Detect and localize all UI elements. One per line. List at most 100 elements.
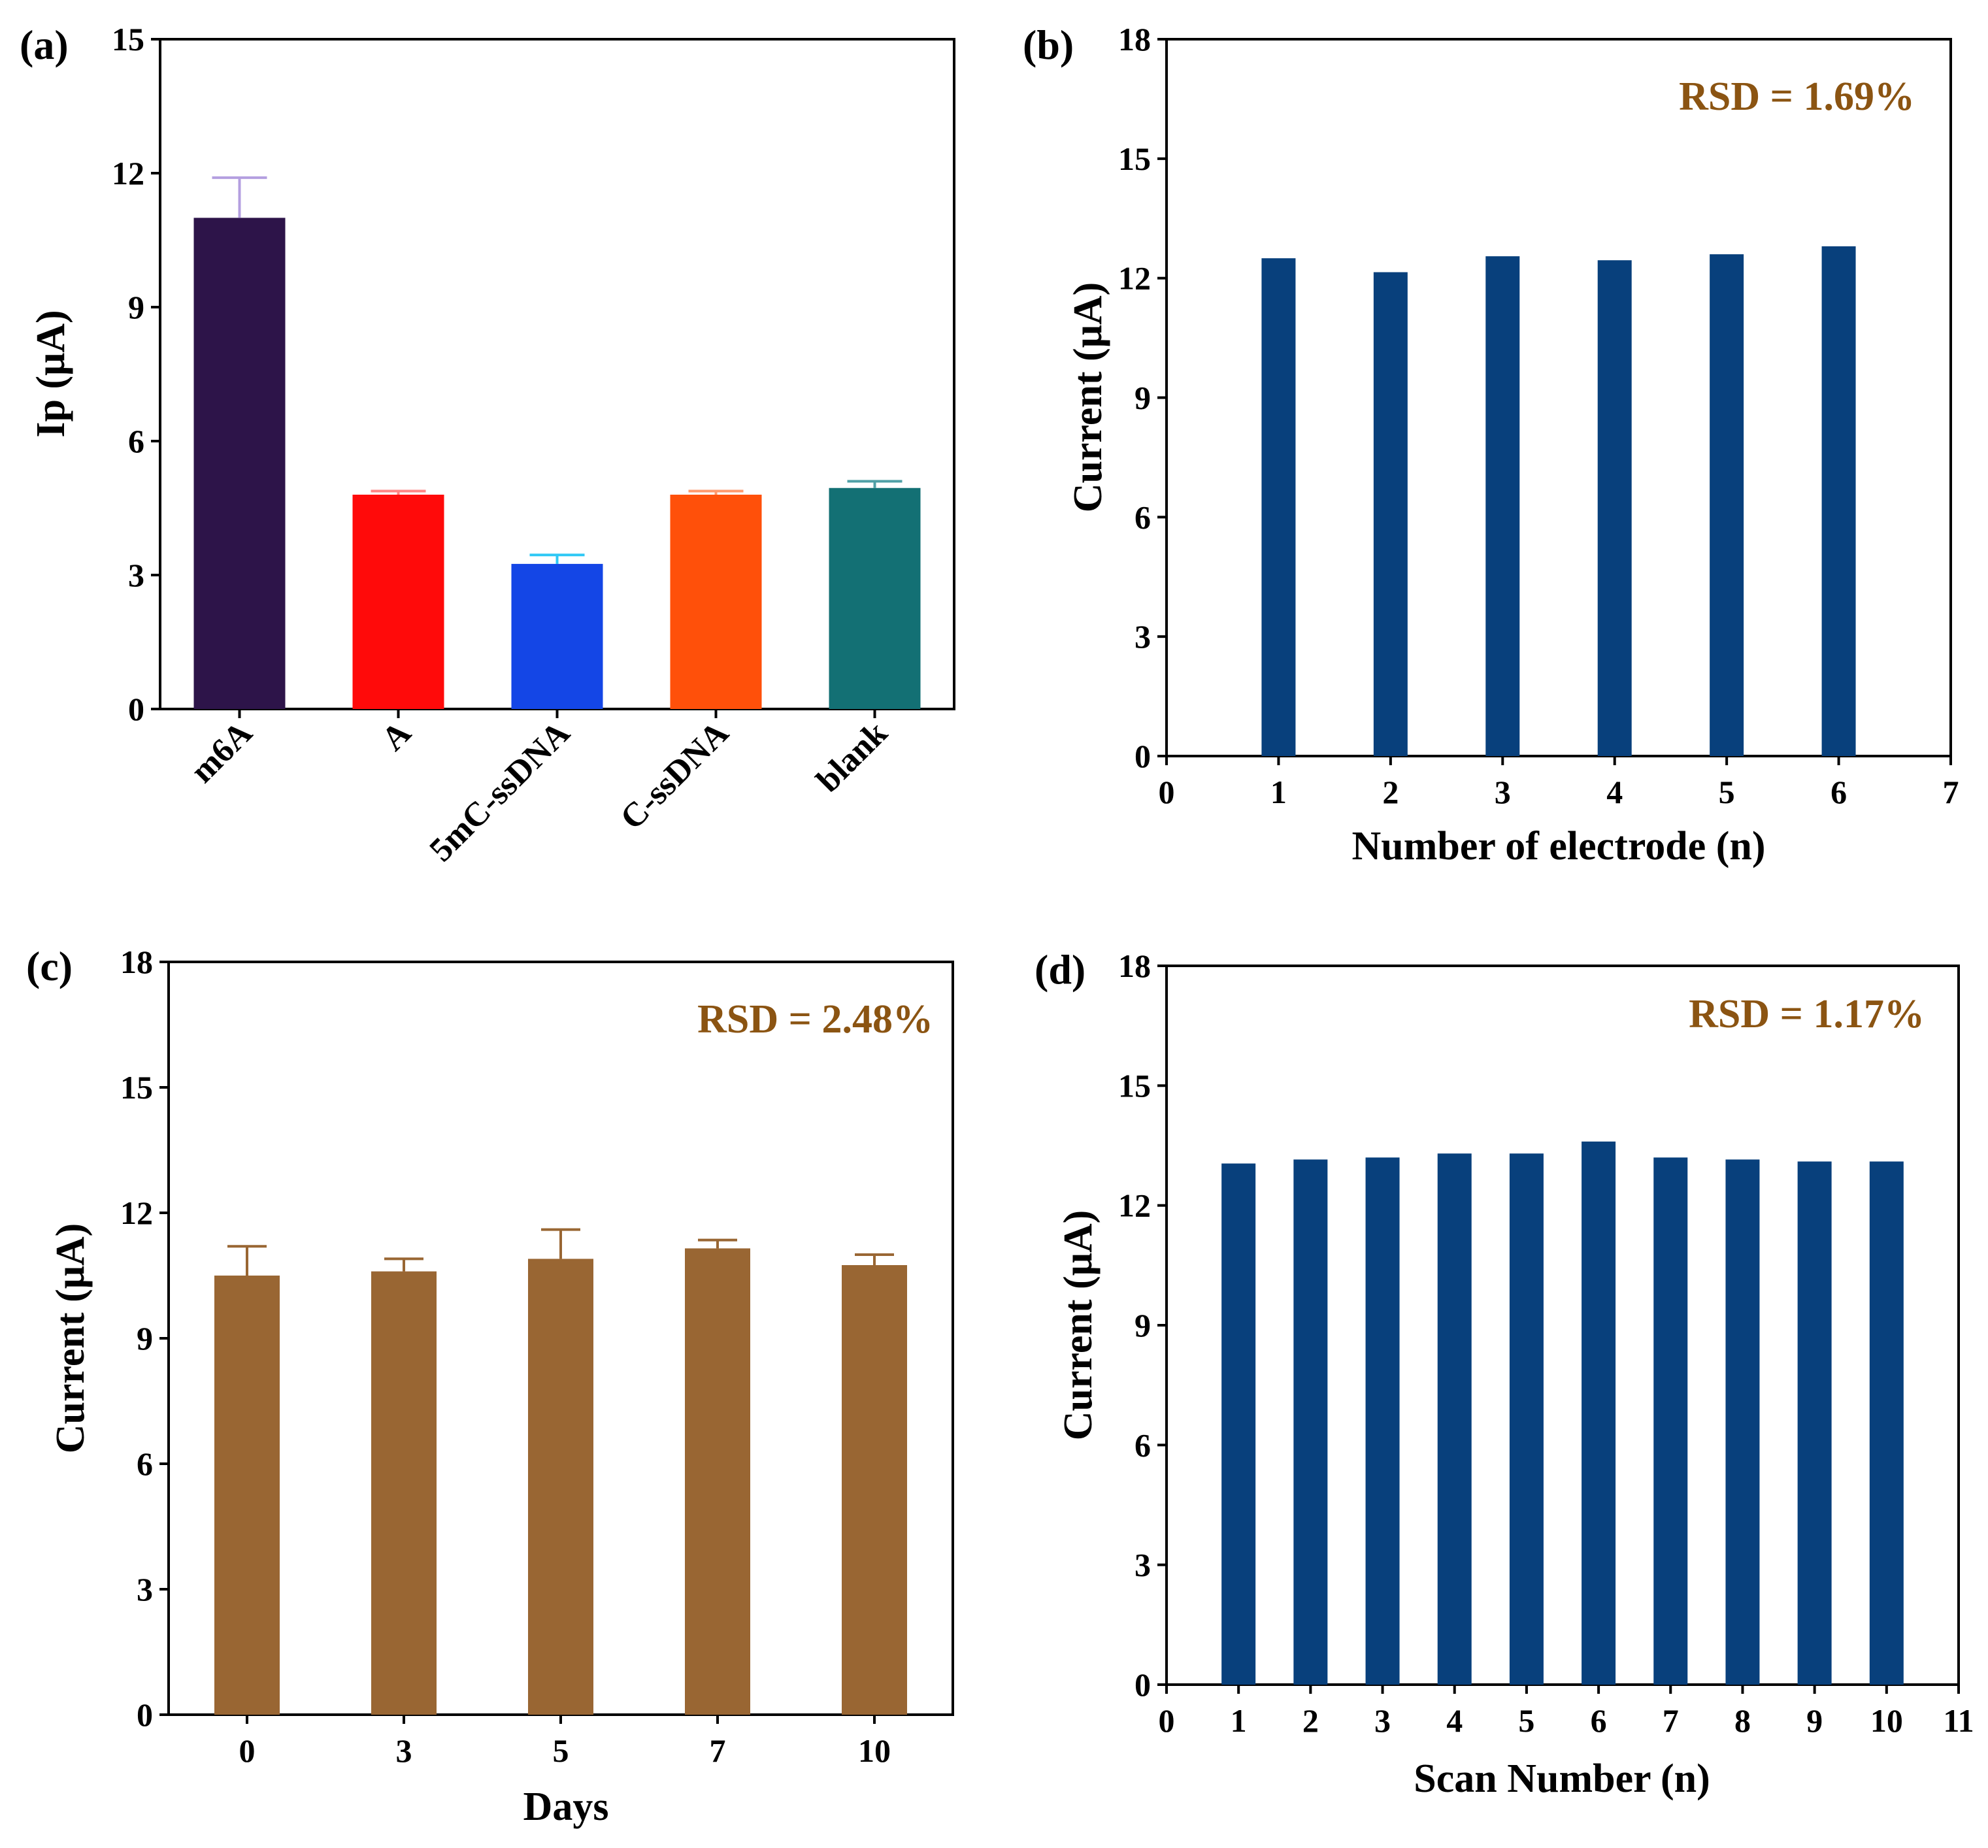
panel-d-x-tick-label: 1 [1231, 1702, 1247, 1739]
panel-a-error-bar [371, 489, 426, 495]
panel-c-rsd-annotation: RSD = 2.48% [697, 997, 933, 1042]
panel-d-x-tick-label: 6 [1591, 1702, 1607, 1739]
panel-c-x-tick-label: 5 [553, 1732, 569, 1769]
panel-c-label: (c) [26, 943, 73, 989]
panel-a-bar [829, 487, 921, 709]
panel-d-bar [1509, 1153, 1544, 1685]
panel-a-bar [193, 218, 286, 709]
panel-d-label: (d) [1035, 946, 1085, 993]
panel-d-y-tick-label: 0 [1135, 1666, 1151, 1703]
panel-c-y-tick-label: 3 [137, 1571, 153, 1608]
panel-b-bar [1597, 260, 1632, 756]
panel-d-x-axis-title: Scan Number (n) [1414, 1757, 1710, 1801]
panel-d-bar [1437, 1153, 1472, 1685]
panel-d-y-tick-label: 9 [1135, 1307, 1151, 1344]
panel-a-x-tick-label: blank [810, 714, 895, 799]
panel-b-y-tick-label: 18 [1118, 21, 1151, 58]
panel-c-bar [371, 1271, 437, 1715]
panel-d-y-tick-label: 15 [1118, 1067, 1151, 1104]
panel-b-rsd-annotation: RSD = 1.69% [1679, 74, 1915, 119]
panel-c-x-ticks: 0 3 5 7 10 [239, 1715, 891, 1769]
panel-b-y-tick-label: 12 [1118, 260, 1151, 297]
panel-d-plot-frame [1165, 965, 1960, 1686]
panel-c-error-bar [698, 1238, 737, 1249]
panel-c-error-bar [855, 1253, 894, 1265]
panel-d-y-tick-label: 12 [1118, 1187, 1151, 1224]
panel-a-bar [670, 495, 762, 709]
panel-b-y-ticks: 0 3 6 9 12 15 18 [1118, 21, 1167, 774]
panel-b: (b) Current (μA) Number of electrode (n)… [1023, 21, 1959, 868]
panel-a-error-bar [212, 176, 267, 218]
panel-a-x-tick-label: A [374, 714, 418, 758]
panel-d-y-ticks: 0 3 6 9 12 15 18 [1118, 948, 1167, 1703]
panel-c-x-axis-title: Days [523, 1785, 609, 1829]
panel-a-y-tick-label: 15 [112, 21, 144, 58]
panel-c-x-tick-label: 10 [858, 1732, 891, 1769]
panel-a-bar [352, 495, 444, 709]
panel-c-x-tick-label: 3 [396, 1732, 412, 1769]
panel-c-bar [685, 1248, 750, 1715]
panel-b-x-tick-label: 6 [1831, 774, 1847, 810]
panel-c-y-tick-label: 0 [137, 1696, 153, 1733]
panel-d-bar [1725, 1159, 1760, 1685]
panel-c-bar [528, 1259, 593, 1715]
panel-d-x-tick-label: 9 [1806, 1702, 1823, 1739]
panel-d-y-tick-label: 3 [1135, 1547, 1151, 1583]
panel-a-error-bar [529, 553, 585, 564]
panel-d-x-tick-label: 5 [1518, 1702, 1534, 1739]
panel-c-bar [842, 1265, 907, 1715]
panel-c-y-tick-label: 6 [137, 1445, 153, 1482]
panel-a-bar [511, 563, 603, 709]
panel-a-error-bar [688, 489, 744, 495]
panel-d-bars [1221, 1141, 1904, 1685]
panel-c: (c) Current (μA) Days RSD = 2.48% 0 3 6 9 12… [26, 943, 954, 1829]
panel-a-error-bar [847, 480, 903, 488]
panel-d-x-tick-label: 0 [1159, 1702, 1175, 1739]
panel-c-y-ticks: 0 3 6 9 12 15 18 [120, 944, 169, 1733]
panel-d-x-tick-label: 7 [1663, 1702, 1679, 1739]
panel-c-error-bar [227, 1245, 267, 1276]
panel-a-x-tick-label: C-ssDNA [614, 714, 737, 837]
panel-b-bars [1261, 246, 1856, 757]
panel-b-x-tick-label: 1 [1270, 774, 1287, 810]
panel-c-error-bar [541, 1228, 580, 1259]
panel-a-y-tick-label: 6 [128, 423, 144, 459]
panel-a-label: (a) [20, 22, 69, 68]
panel-d-bar [1797, 1161, 1832, 1685]
panel-b-x-tick-label: 0 [1159, 774, 1175, 810]
panel-d-x-tick-label: 2 [1302, 1702, 1319, 1739]
panel-c-bar [214, 1276, 280, 1715]
panel-b-y-tick-label: 0 [1135, 738, 1151, 774]
panel-b-x-tick-label: 4 [1606, 774, 1623, 810]
panel-b-x-axis-title: Number of electrode (n) [1351, 824, 1765, 868]
panel-b-x-tick-label: 5 [1719, 774, 1735, 810]
panel-b-y-tick-label: 15 [1118, 140, 1151, 177]
panel-d-x-ticks: 0 1 2 3 4 5 6 7 8 9 10 11 [1159, 1685, 1974, 1739]
panel-a-x-tick-label: 5mC-ssDNA [423, 714, 578, 869]
panel-d-rsd-annotation: RSD = 1.17% [1689, 992, 1925, 1036]
panel-b-x-ticks: 0 1 2 3 4 5 6 7 [1159, 756, 1959, 810]
panel-d-y-tick-label: 18 [1118, 948, 1151, 984]
panel-b-y-axis-title: Current (μA) [1066, 282, 1110, 513]
panel-b-bar [1261, 258, 1296, 756]
panel-d: (d) Current (μA) Scan Number (n) RSD = 1… [1035, 946, 1974, 1801]
panel-d-x-tick-label: 3 [1374, 1702, 1391, 1739]
panel-a-y-tick-label: 9 [128, 289, 144, 325]
panel-c-x-tick-label: 7 [710, 1732, 726, 1769]
panel-c-y-tick-label: 18 [120, 944, 153, 980]
panel-b-y-tick-label: 3 [1135, 618, 1151, 655]
panel-c-y-tick-label: 12 [120, 1195, 153, 1231]
panel-b-x-tick-label: 7 [1943, 774, 1959, 810]
panel-b-bar [1373, 272, 1408, 756]
panel-c-y-tick-label: 15 [120, 1069, 153, 1106]
panel-c-error-bar [384, 1257, 423, 1272]
panel-d-bar [1365, 1157, 1400, 1685]
panel-b-bar [1821, 246, 1856, 756]
panel-a-bars [193, 176, 921, 709]
panel-a-y-tick-label: 3 [128, 557, 144, 593]
panel-b-y-tick-label: 9 [1135, 380, 1151, 416]
panel-c-y-tick-label: 9 [137, 1320, 153, 1357]
panel-a-y-tick-label: 12 [112, 155, 144, 191]
panel-d-y-tick-label: 6 [1135, 1427, 1151, 1463]
